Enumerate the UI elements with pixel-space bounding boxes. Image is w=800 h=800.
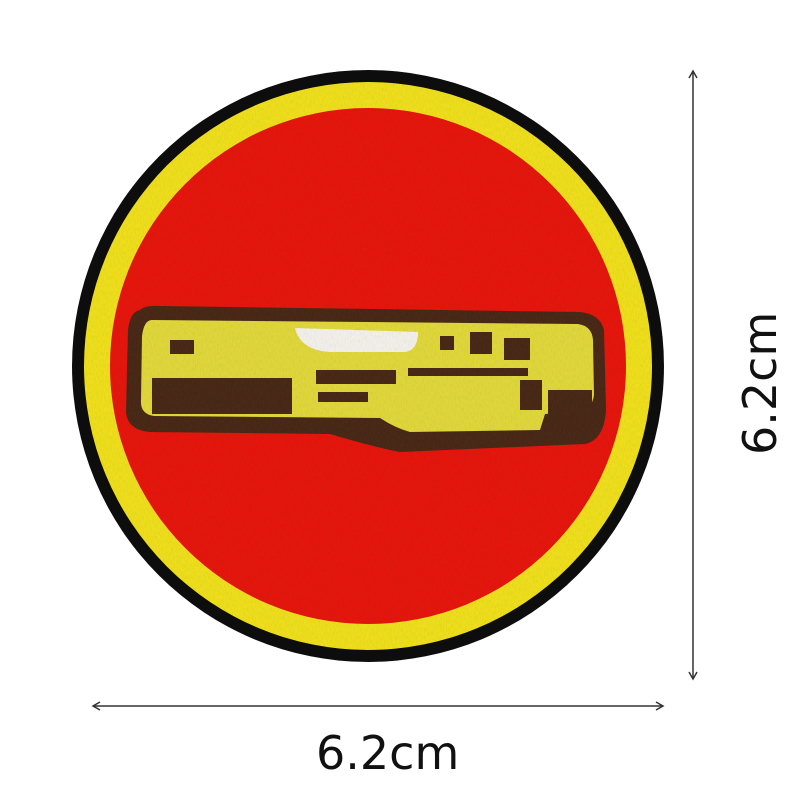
vent-slot-2 xyxy=(548,390,592,414)
gauge-2 xyxy=(470,332,492,354)
dash-knob xyxy=(170,340,194,354)
glovebox-strip xyxy=(152,378,292,414)
height-dimension xyxy=(688,69,698,681)
dashboard-motif xyxy=(126,305,606,452)
gauge-1 xyxy=(440,336,454,350)
width-label: 6.2cm xyxy=(316,726,460,780)
height-label: 6.2cm xyxy=(733,311,787,455)
center-stack xyxy=(408,368,528,376)
panel-slot-2 xyxy=(318,392,368,402)
vent-slot xyxy=(520,380,542,410)
instrument-cluster-glass xyxy=(295,328,418,352)
round-patch xyxy=(72,70,664,662)
gauge-3 xyxy=(504,338,530,360)
panel-slot xyxy=(316,370,396,384)
width-dimension xyxy=(91,701,665,711)
